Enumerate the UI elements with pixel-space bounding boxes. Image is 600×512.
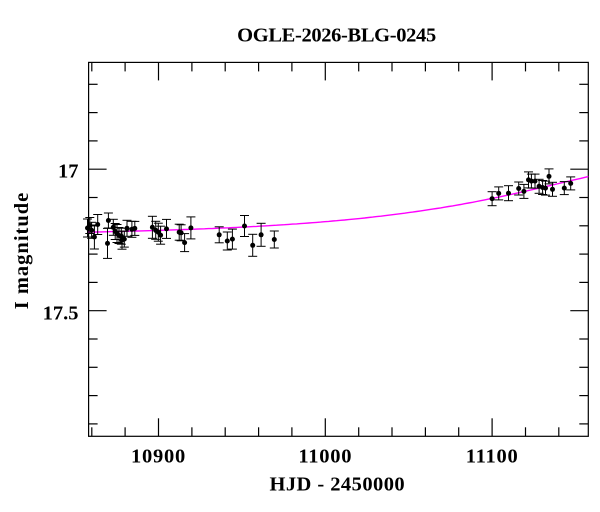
svg-text:17: 17 [58, 160, 79, 182]
svg-text:11000: 11000 [298, 446, 352, 468]
svg-text:OGLE-2026-BLG-0245: OGLE-2026-BLG-0245 [237, 25, 436, 47]
svg-text:HJD - 2450000: HJD - 2450000 [269, 474, 405, 496]
svg-text:I magnitude: I magnitude [11, 192, 33, 310]
svg-text:10900: 10900 [131, 446, 186, 468]
svg-text:11100: 11100 [466, 446, 519, 468]
svg-text:17.5: 17.5 [43, 303, 79, 325]
